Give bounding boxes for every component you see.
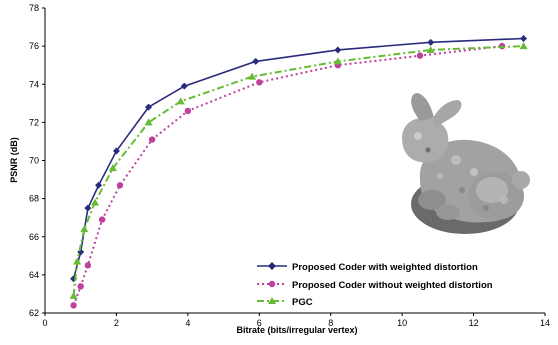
x-tick-label: 6 xyxy=(257,318,262,328)
y-tick-label: 66 xyxy=(29,232,39,242)
y-tick-label: 74 xyxy=(29,79,39,89)
x-tick-label: 0 xyxy=(42,318,47,328)
data-point xyxy=(248,72,257,80)
series-1 xyxy=(70,42,506,309)
data-point xyxy=(333,57,342,65)
series-2 xyxy=(69,42,528,299)
legend-entry-weighted: Proposed Coder with weighted distortion xyxy=(257,262,478,273)
data-point xyxy=(116,182,124,189)
y-tick-label: 70 xyxy=(29,156,39,166)
x-tick-label: 8 xyxy=(328,318,333,328)
data-point xyxy=(84,204,92,212)
y-tick-label: 76 xyxy=(29,41,39,51)
data-point xyxy=(95,181,103,189)
data-point xyxy=(145,103,153,111)
data-point xyxy=(256,79,263,86)
data-point xyxy=(427,38,435,46)
data-point xyxy=(98,216,106,223)
data-point xyxy=(520,35,528,42)
data-point xyxy=(91,198,99,206)
data-point xyxy=(252,57,260,65)
x-tick-label: 14 xyxy=(540,318,550,328)
legend-label-pgc: PGC xyxy=(292,297,313,308)
stanford-bunny-image xyxy=(402,93,530,234)
data-point xyxy=(69,291,78,299)
y-ticks: 62 64 66 68 70 72 74 76 78 xyxy=(29,3,45,318)
legend-entry-pgc: PGC xyxy=(257,297,313,308)
x-tick-label: 2 xyxy=(114,318,119,328)
data-point xyxy=(334,46,342,54)
y-tick-label: 62 xyxy=(29,308,39,318)
data-point xyxy=(144,118,153,126)
data-point xyxy=(70,302,77,309)
data-point xyxy=(176,97,185,105)
y-tick-label: 68 xyxy=(29,194,39,204)
data-point xyxy=(73,257,82,265)
data-point xyxy=(416,52,424,59)
x-tick-label: 10 xyxy=(397,318,407,328)
legend-marker-pgc xyxy=(268,297,276,304)
data-point xyxy=(77,283,84,290)
x-ticks: 0 2 4 6 8 10 12 14 xyxy=(42,313,550,328)
series-layer xyxy=(69,35,528,309)
legend-label-weighted: Proposed Coder with weighted distortion xyxy=(292,262,478,273)
data-point xyxy=(148,136,156,143)
y-tick-label: 72 xyxy=(29,117,39,127)
y-axis-label: PSNR (dB) xyxy=(9,137,19,183)
data-point xyxy=(84,262,92,269)
legend: Proposed Coder with weighted distortion … xyxy=(257,262,493,308)
series-0 xyxy=(70,35,528,283)
legend-label-unweighted: Proposed Coder without weighted distorti… xyxy=(292,280,493,291)
data-point xyxy=(108,164,117,172)
legend-marker-unweighted xyxy=(268,280,276,288)
x-axis-label: Bitrate (bits/irregular vertex) xyxy=(236,325,357,335)
series-line xyxy=(72,45,524,296)
y-tick-label: 78 xyxy=(29,3,39,13)
data-point xyxy=(80,225,89,233)
legend-marker-weighted xyxy=(268,262,276,270)
data-point xyxy=(184,107,192,115)
data-point xyxy=(519,42,528,50)
data-point xyxy=(180,82,188,90)
data-point xyxy=(426,45,435,53)
x-tick-label: 12 xyxy=(469,318,479,328)
legend-entry-unweighted: Proposed Coder without weighted distorti… xyxy=(257,280,493,291)
x-tick-label: 4 xyxy=(185,318,190,328)
data-point xyxy=(112,147,120,155)
y-tick-label: 64 xyxy=(29,270,39,280)
